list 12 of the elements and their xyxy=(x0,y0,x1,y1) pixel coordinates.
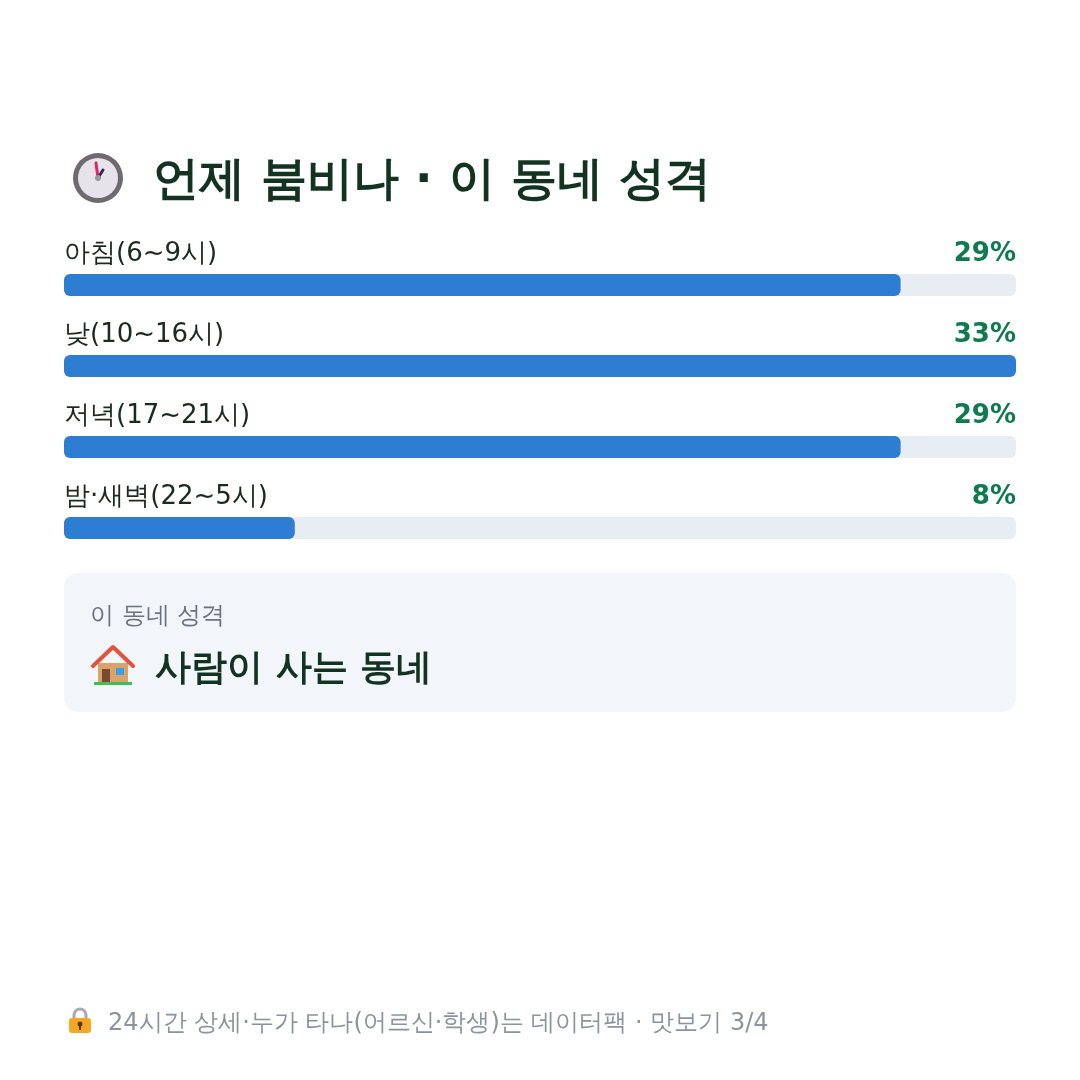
text: 이 동네 성격 xyxy=(90,601,226,629)
data-label: 33% xyxy=(953,318,1016,348)
y-tick-label: 낮(10~16시) xyxy=(64,318,225,348)
text: 24시간 상세·누가 타나(어르신·학생)는 데이터팩 · 맛보기 3/4 xyxy=(108,1008,769,1036)
chart-title: 언제 붐비나 · 이 동네 성격 xyxy=(153,151,711,205)
y-tick-label: 아침(6~9시) xyxy=(64,237,218,267)
data-label: 29% xyxy=(953,237,1016,267)
data-label: 8% xyxy=(971,480,1016,510)
data-label: 29% xyxy=(953,399,1016,429)
y-tick-label: 밤·새벽(22~5시) xyxy=(64,480,268,510)
y-tick-label: 저녁(17~21시) xyxy=(64,399,251,429)
text: 사람이 사는 동네 xyxy=(155,646,433,687)
